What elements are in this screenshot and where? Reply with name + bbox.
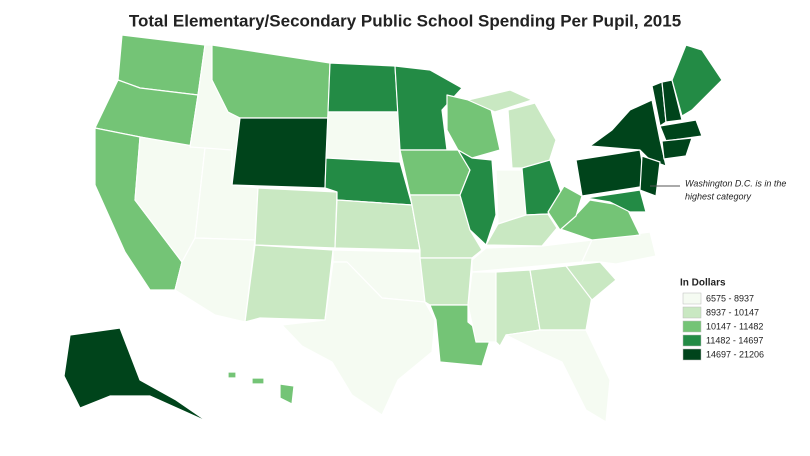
- state: [547, 185, 583, 231]
- legend-swatch: [682, 334, 702, 347]
- annotation: highest category: [685, 191, 752, 201]
- legend-label: 11482 - 14697: [706, 335, 763, 345]
- state: [467, 271, 497, 343]
- state: [279, 383, 295, 405]
- legend-swatch: [682, 320, 702, 333]
- state: [254, 187, 338, 249]
- state: [227, 371, 237, 379]
- state: [63, 327, 209, 423]
- state: [174, 237, 256, 323]
- state: [639, 155, 661, 197]
- legend-label: 10147 - 11482: [706, 321, 763, 331]
- state: [585, 189, 647, 213]
- map-title: Total Elementary/Secondary Public School…: [129, 11, 681, 30]
- state: [575, 149, 647, 197]
- legend-swatch: [682, 292, 702, 305]
- state: [467, 89, 533, 113]
- state: [399, 149, 471, 196]
- state: [507, 102, 557, 169]
- state: [334, 199, 421, 251]
- states: [63, 34, 723, 423]
- state: [281, 261, 436, 416]
- state: [565, 261, 617, 301]
- legend-label: 14697 - 21206: [706, 349, 764, 359]
- state: [661, 137, 693, 160]
- state: [589, 99, 667, 167]
- legend-swatch: [682, 306, 702, 319]
- state: [671, 44, 723, 117]
- state: [324, 157, 413, 206]
- state: [659, 119, 703, 142]
- state: [485, 213, 558, 247]
- state: [251, 377, 265, 385]
- state: [505, 329, 611, 423]
- legend-title: In Dollars: [680, 278, 726, 289]
- legend-label: 6575 - 8937: [706, 293, 754, 303]
- legend-swatch: [682, 348, 702, 361]
- state: [325, 111, 401, 163]
- state: [419, 257, 473, 306]
- state: [231, 117, 329, 189]
- annotation: Washington D.C. is in the: [685, 178, 786, 188]
- legend-label: 8937 - 10147: [706, 307, 759, 317]
- state: [244, 244, 334, 323]
- state: [211, 44, 331, 119]
- state: [529, 265, 593, 331]
- state: [327, 62, 399, 113]
- state: [661, 79, 683, 123]
- legend: 6575 - 8937 8937 - 10147 10147 - 11482 1148…: [682, 292, 764, 361]
